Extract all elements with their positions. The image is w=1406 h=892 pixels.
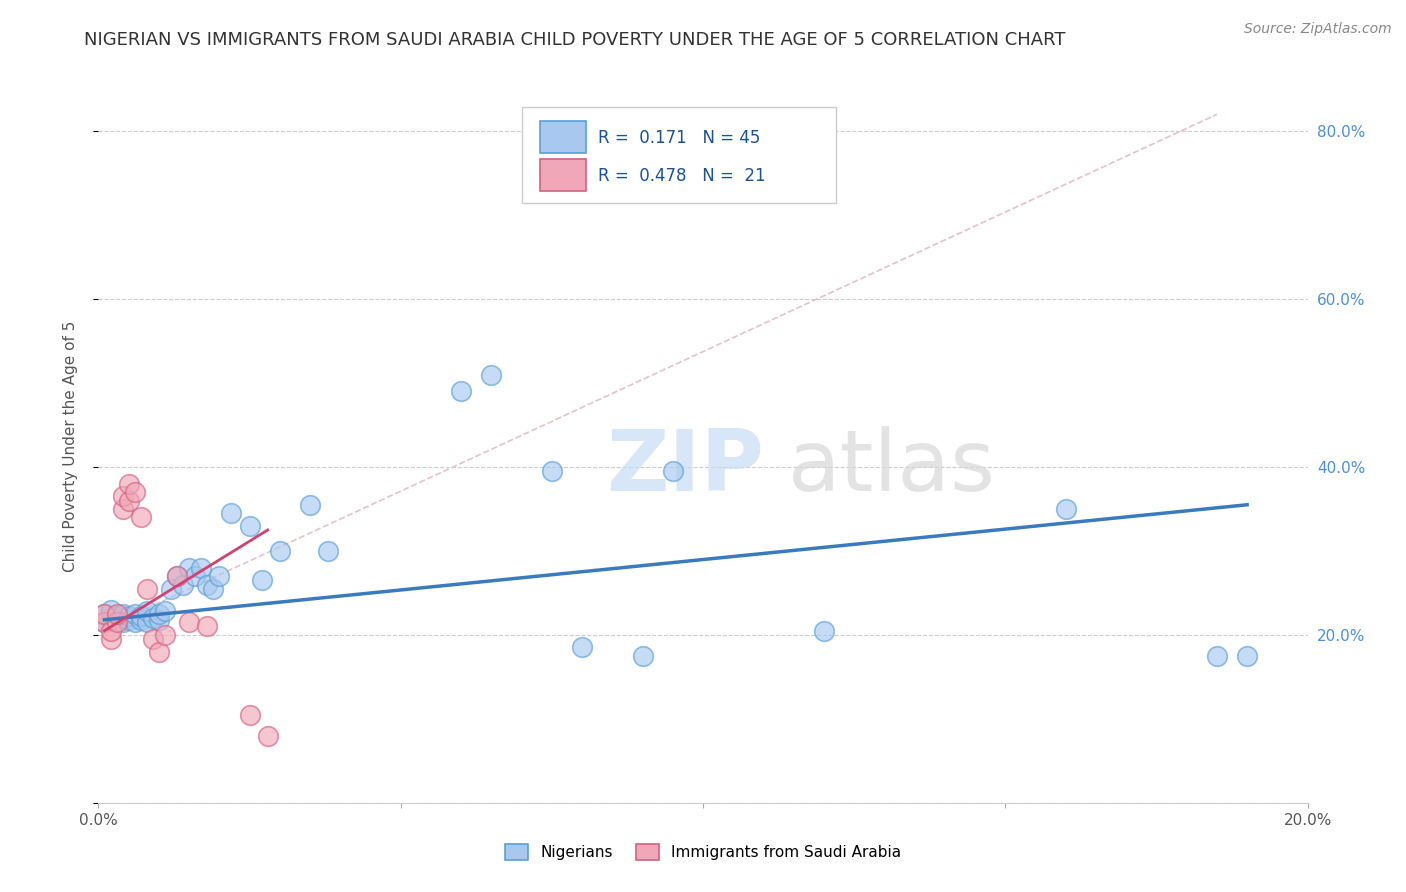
Point: [118, 476, 141, 491]
Point: [1206, 648, 1229, 663]
Point: [100, 624, 122, 638]
Point: [105, 613, 128, 627]
Point: [111, 607, 134, 621]
Text: Source: ZipAtlas.com: Source: ZipAtlas.com: [1244, 22, 1392, 37]
Point: [93, 615, 115, 630]
Point: [129, 510, 152, 524]
Point: [124, 485, 146, 500]
Point: [135, 582, 157, 596]
Point: [540, 464, 562, 478]
Point: [221, 506, 243, 520]
Point: [148, 607, 170, 621]
Point: [184, 569, 207, 583]
Point: [166, 569, 188, 583]
Point: [111, 615, 134, 630]
Point: [105, 615, 128, 630]
Point: [124, 607, 146, 621]
FancyBboxPatch shape: [540, 121, 586, 153]
Point: [142, 611, 165, 625]
Point: [250, 574, 273, 588]
Text: R =  0.478   N =  21: R = 0.478 N = 21: [598, 167, 765, 185]
Point: [316, 544, 339, 558]
Point: [256, 729, 278, 743]
Point: [195, 577, 218, 591]
Point: [450, 384, 472, 399]
Point: [135, 604, 157, 618]
Point: [195, 619, 218, 633]
Point: [118, 613, 141, 627]
Text: atlas: atlas: [787, 425, 995, 509]
Point: [105, 609, 128, 624]
Point: [93, 615, 115, 630]
Point: [179, 560, 201, 574]
Point: [142, 632, 165, 646]
Point: [118, 493, 141, 508]
Point: [190, 560, 212, 574]
Point: [124, 615, 146, 630]
Point: [100, 611, 122, 625]
Point: [100, 603, 122, 617]
Point: [148, 613, 170, 627]
Point: [239, 518, 262, 533]
Point: [813, 624, 835, 638]
Point: [160, 582, 183, 596]
Point: [299, 498, 322, 512]
Point: [239, 707, 262, 722]
Point: [208, 569, 231, 583]
Point: [129, 609, 152, 624]
Point: [179, 615, 201, 630]
Point: [172, 577, 194, 591]
Point: [153, 604, 176, 618]
Point: [153, 628, 176, 642]
Point: [166, 569, 188, 583]
Y-axis label: Child Poverty Under the Age of 5: Child Poverty Under the Age of 5: [63, 320, 77, 572]
Point: [93, 607, 115, 621]
Point: [111, 502, 134, 516]
Point: [571, 640, 593, 655]
Point: [135, 615, 157, 630]
Point: [148, 645, 170, 659]
Point: [661, 464, 683, 478]
Point: [111, 489, 134, 503]
Point: [1054, 502, 1077, 516]
Point: [631, 648, 654, 663]
FancyBboxPatch shape: [522, 107, 837, 203]
Point: [118, 609, 141, 624]
Legend: Nigerians, Immigrants from Saudi Arabia: Nigerians, Immigrants from Saudi Arabia: [499, 838, 907, 866]
FancyBboxPatch shape: [540, 159, 586, 191]
Text: ZIP: ZIP: [606, 425, 763, 509]
Point: [129, 613, 152, 627]
Point: [269, 544, 291, 558]
Point: [202, 582, 225, 596]
Point: [481, 368, 503, 382]
Point: [1236, 648, 1258, 663]
Point: [105, 607, 128, 621]
Point: [93, 607, 115, 621]
Point: [100, 632, 122, 646]
Text: R =  0.171   N = 45: R = 0.171 N = 45: [598, 128, 761, 146]
Text: NIGERIAN VS IMMIGRANTS FROM SAUDI ARABIA CHILD POVERTY UNDER THE AGE OF 5 CORREL: NIGERIAN VS IMMIGRANTS FROM SAUDI ARABIA…: [84, 31, 1066, 49]
